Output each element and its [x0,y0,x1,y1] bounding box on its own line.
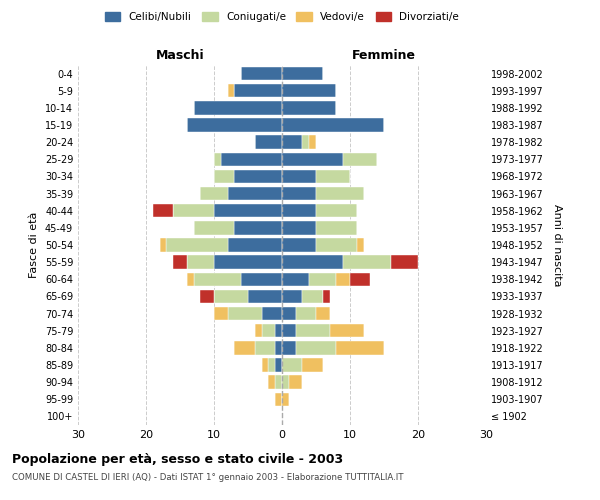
Legend: Celibi/Nubili, Coniugati/e, Vedovi/e, Divorziati/e: Celibi/Nubili, Coniugati/e, Vedovi/e, Di… [101,8,463,26]
Bar [235,221,282,234]
Bar [391,256,418,269]
Text: Maschi: Maschi [155,48,205,62]
Bar [282,204,316,218]
Bar [200,290,214,303]
Bar [316,221,357,234]
Bar [282,290,302,303]
Bar [323,290,329,303]
Bar [173,204,214,218]
Bar [214,152,221,166]
Bar [241,67,282,80]
Bar [214,307,227,320]
Bar [350,272,370,286]
Bar [282,152,343,166]
Bar [296,341,337,354]
Bar [316,238,357,252]
Bar [227,84,235,98]
Bar [316,204,357,218]
Bar [235,84,282,98]
Bar [296,307,316,320]
Bar [282,84,337,98]
Bar [282,376,289,389]
Bar [235,341,255,354]
Bar [289,376,302,389]
Bar [316,170,350,183]
Bar [275,392,282,406]
Bar [282,136,302,149]
Bar [275,358,282,372]
Bar [214,290,248,303]
Bar [316,307,329,320]
Text: Femmine: Femmine [352,48,416,62]
Bar [227,187,282,200]
Bar [302,358,323,372]
Bar [329,324,364,338]
Bar [187,118,282,132]
Bar [153,204,173,218]
Bar [255,341,275,354]
Bar [262,324,275,338]
Bar [200,187,227,200]
Bar [166,238,227,252]
Bar [282,187,316,200]
Bar [194,221,235,234]
Bar [282,272,309,286]
Bar [255,136,282,149]
Bar [357,238,364,252]
Bar [282,170,316,183]
Bar [268,358,275,372]
Y-axis label: Anni di nascita: Anni di nascita [552,204,562,286]
Bar [214,204,282,218]
Bar [173,256,187,269]
Bar [282,221,316,234]
Bar [282,67,323,80]
Bar [316,187,364,200]
Bar [302,290,323,303]
Bar [187,272,194,286]
Bar [241,272,282,286]
Bar [275,376,282,389]
Bar [309,272,337,286]
Bar [268,376,275,389]
Bar [214,256,282,269]
Y-axis label: Fasce di età: Fasce di età [29,212,39,278]
Bar [275,324,282,338]
Bar [282,101,337,114]
Bar [296,324,329,338]
Bar [337,272,350,286]
Bar [282,118,384,132]
Bar [275,341,282,354]
Bar [262,307,282,320]
Bar [282,307,296,320]
Bar [302,136,309,149]
Bar [343,152,377,166]
Bar [282,324,296,338]
Bar [255,324,262,338]
Bar [282,341,296,354]
Text: Popolazione per età, sesso e stato civile - 2003: Popolazione per età, sesso e stato civil… [12,452,343,466]
Bar [309,136,316,149]
Bar [337,341,384,354]
Bar [227,307,262,320]
Bar [282,358,302,372]
Bar [160,238,166,252]
Bar [282,256,343,269]
Bar [194,101,282,114]
Bar [194,272,241,286]
Bar [221,152,282,166]
Bar [262,358,268,372]
Bar [227,238,282,252]
Bar [235,170,282,183]
Bar [187,256,214,269]
Bar [343,256,391,269]
Bar [282,238,316,252]
Bar [248,290,282,303]
Bar [214,170,235,183]
Text: COMUNE DI CASTEL DI IERI (AQ) - Dati ISTAT 1° gennaio 2003 - Elaborazione TUTTIT: COMUNE DI CASTEL DI IERI (AQ) - Dati IST… [12,472,404,482]
Bar [282,392,289,406]
